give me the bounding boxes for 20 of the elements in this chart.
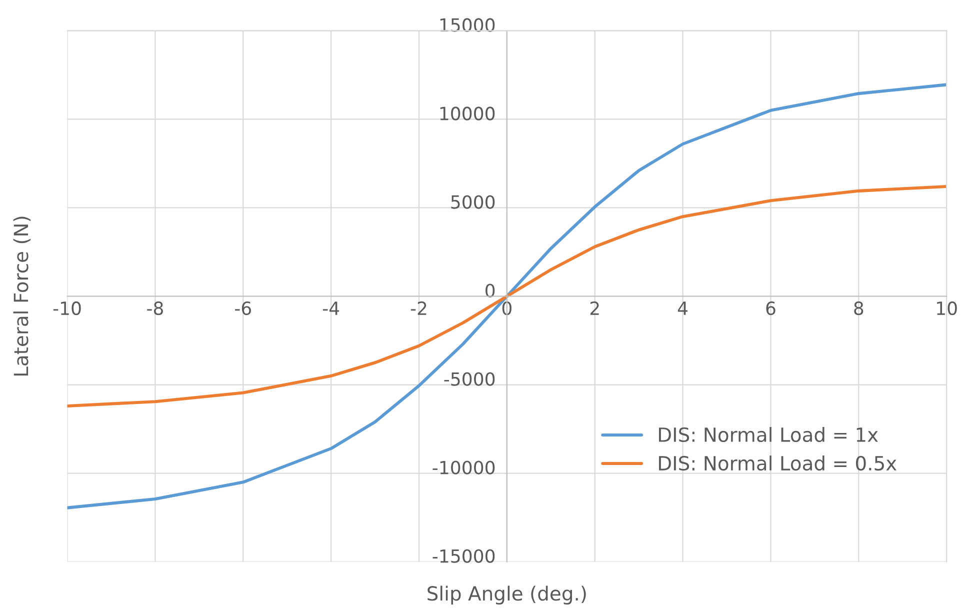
x-tick-label: 10: [937, 301, 957, 316]
x-tick-label: -8: [147, 301, 163, 316]
legend-label: DIS: Normal Load = 0.5x: [658, 456, 896, 471]
x-tick-label: 2: [590, 301, 599, 315]
x-tick-label: -6: [235, 301, 251, 316]
x-tick-label: 8: [854, 301, 864, 316]
legend-label: DIS: Normal Load = 1x: [658, 427, 878, 442]
x-tick-label: -10: [53, 301, 81, 316]
x-axis-title: Slip Angle (deg.): [428, 586, 586, 605]
y-tick-label: -5000: [444, 372, 495, 386]
y-axis-title: Lateral Force (N): [13, 216, 31, 376]
x-tick-label: -4: [322, 302, 340, 315]
x-tick-label: 0: [502, 301, 512, 316]
y-tick-label: -15000: [432, 549, 495, 563]
x-tick-label: -2: [410, 301, 426, 315]
y-tick-label: -10000: [432, 460, 495, 474]
x-tick-label: 6: [766, 301, 776, 316]
x-tick-label: 4: [678, 302, 688, 315]
y-tick-label: 10000: [440, 106, 495, 120]
y-tick-label: 5000: [451, 195, 495, 209]
